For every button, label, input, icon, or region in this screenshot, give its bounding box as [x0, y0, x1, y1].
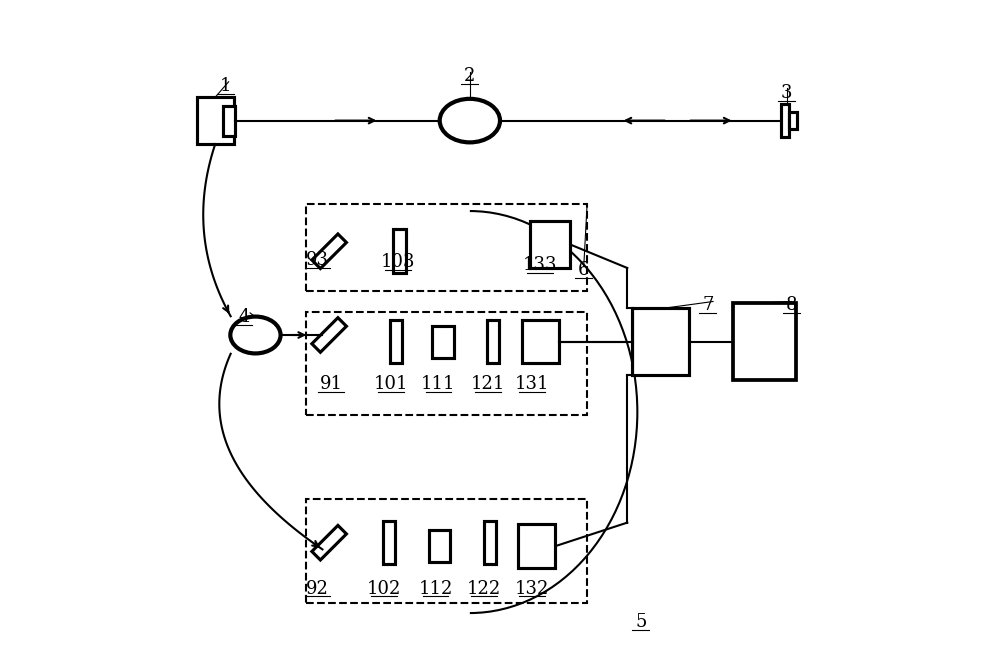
- Text: 133: 133: [523, 256, 557, 274]
- Bar: [197, 97, 234, 144]
- Bar: [312, 234, 346, 269]
- Ellipse shape: [440, 99, 500, 143]
- Text: 2: 2: [464, 67, 476, 85]
- Bar: [432, 326, 454, 358]
- Text: 91: 91: [320, 375, 343, 393]
- Bar: [223, 106, 235, 136]
- Text: 93: 93: [306, 251, 329, 269]
- Bar: [383, 521, 395, 564]
- Bar: [306, 499, 587, 603]
- Text: 112: 112: [418, 580, 453, 598]
- Bar: [781, 104, 789, 137]
- Text: 7: 7: [702, 296, 713, 314]
- Bar: [390, 320, 402, 363]
- Bar: [518, 525, 555, 568]
- Text: 131: 131: [515, 375, 549, 393]
- Text: 5: 5: [635, 613, 646, 631]
- Bar: [484, 521, 496, 564]
- Bar: [733, 304, 796, 381]
- Text: 102: 102: [367, 580, 401, 598]
- Text: 103: 103: [381, 253, 415, 271]
- Bar: [306, 204, 587, 291]
- Text: 121: 121: [471, 375, 505, 393]
- Text: 111: 111: [421, 375, 456, 393]
- Text: 132: 132: [515, 580, 549, 598]
- Text: 92: 92: [306, 580, 329, 598]
- Text: 4: 4: [238, 308, 250, 326]
- Bar: [522, 320, 559, 363]
- Bar: [306, 312, 587, 415]
- Bar: [789, 113, 797, 129]
- Text: 8: 8: [786, 296, 797, 314]
- Bar: [312, 318, 346, 352]
- Text: 1: 1: [220, 77, 231, 95]
- Text: 6: 6: [578, 261, 590, 279]
- Bar: [429, 530, 450, 562]
- Bar: [312, 525, 346, 560]
- Bar: [487, 320, 499, 363]
- Ellipse shape: [230, 317, 281, 354]
- Text: 101: 101: [374, 375, 408, 393]
- Text: 122: 122: [467, 580, 501, 598]
- Bar: [530, 221, 570, 268]
- Bar: [632, 308, 689, 375]
- Bar: [393, 230, 406, 273]
- Text: 3: 3: [781, 84, 793, 102]
